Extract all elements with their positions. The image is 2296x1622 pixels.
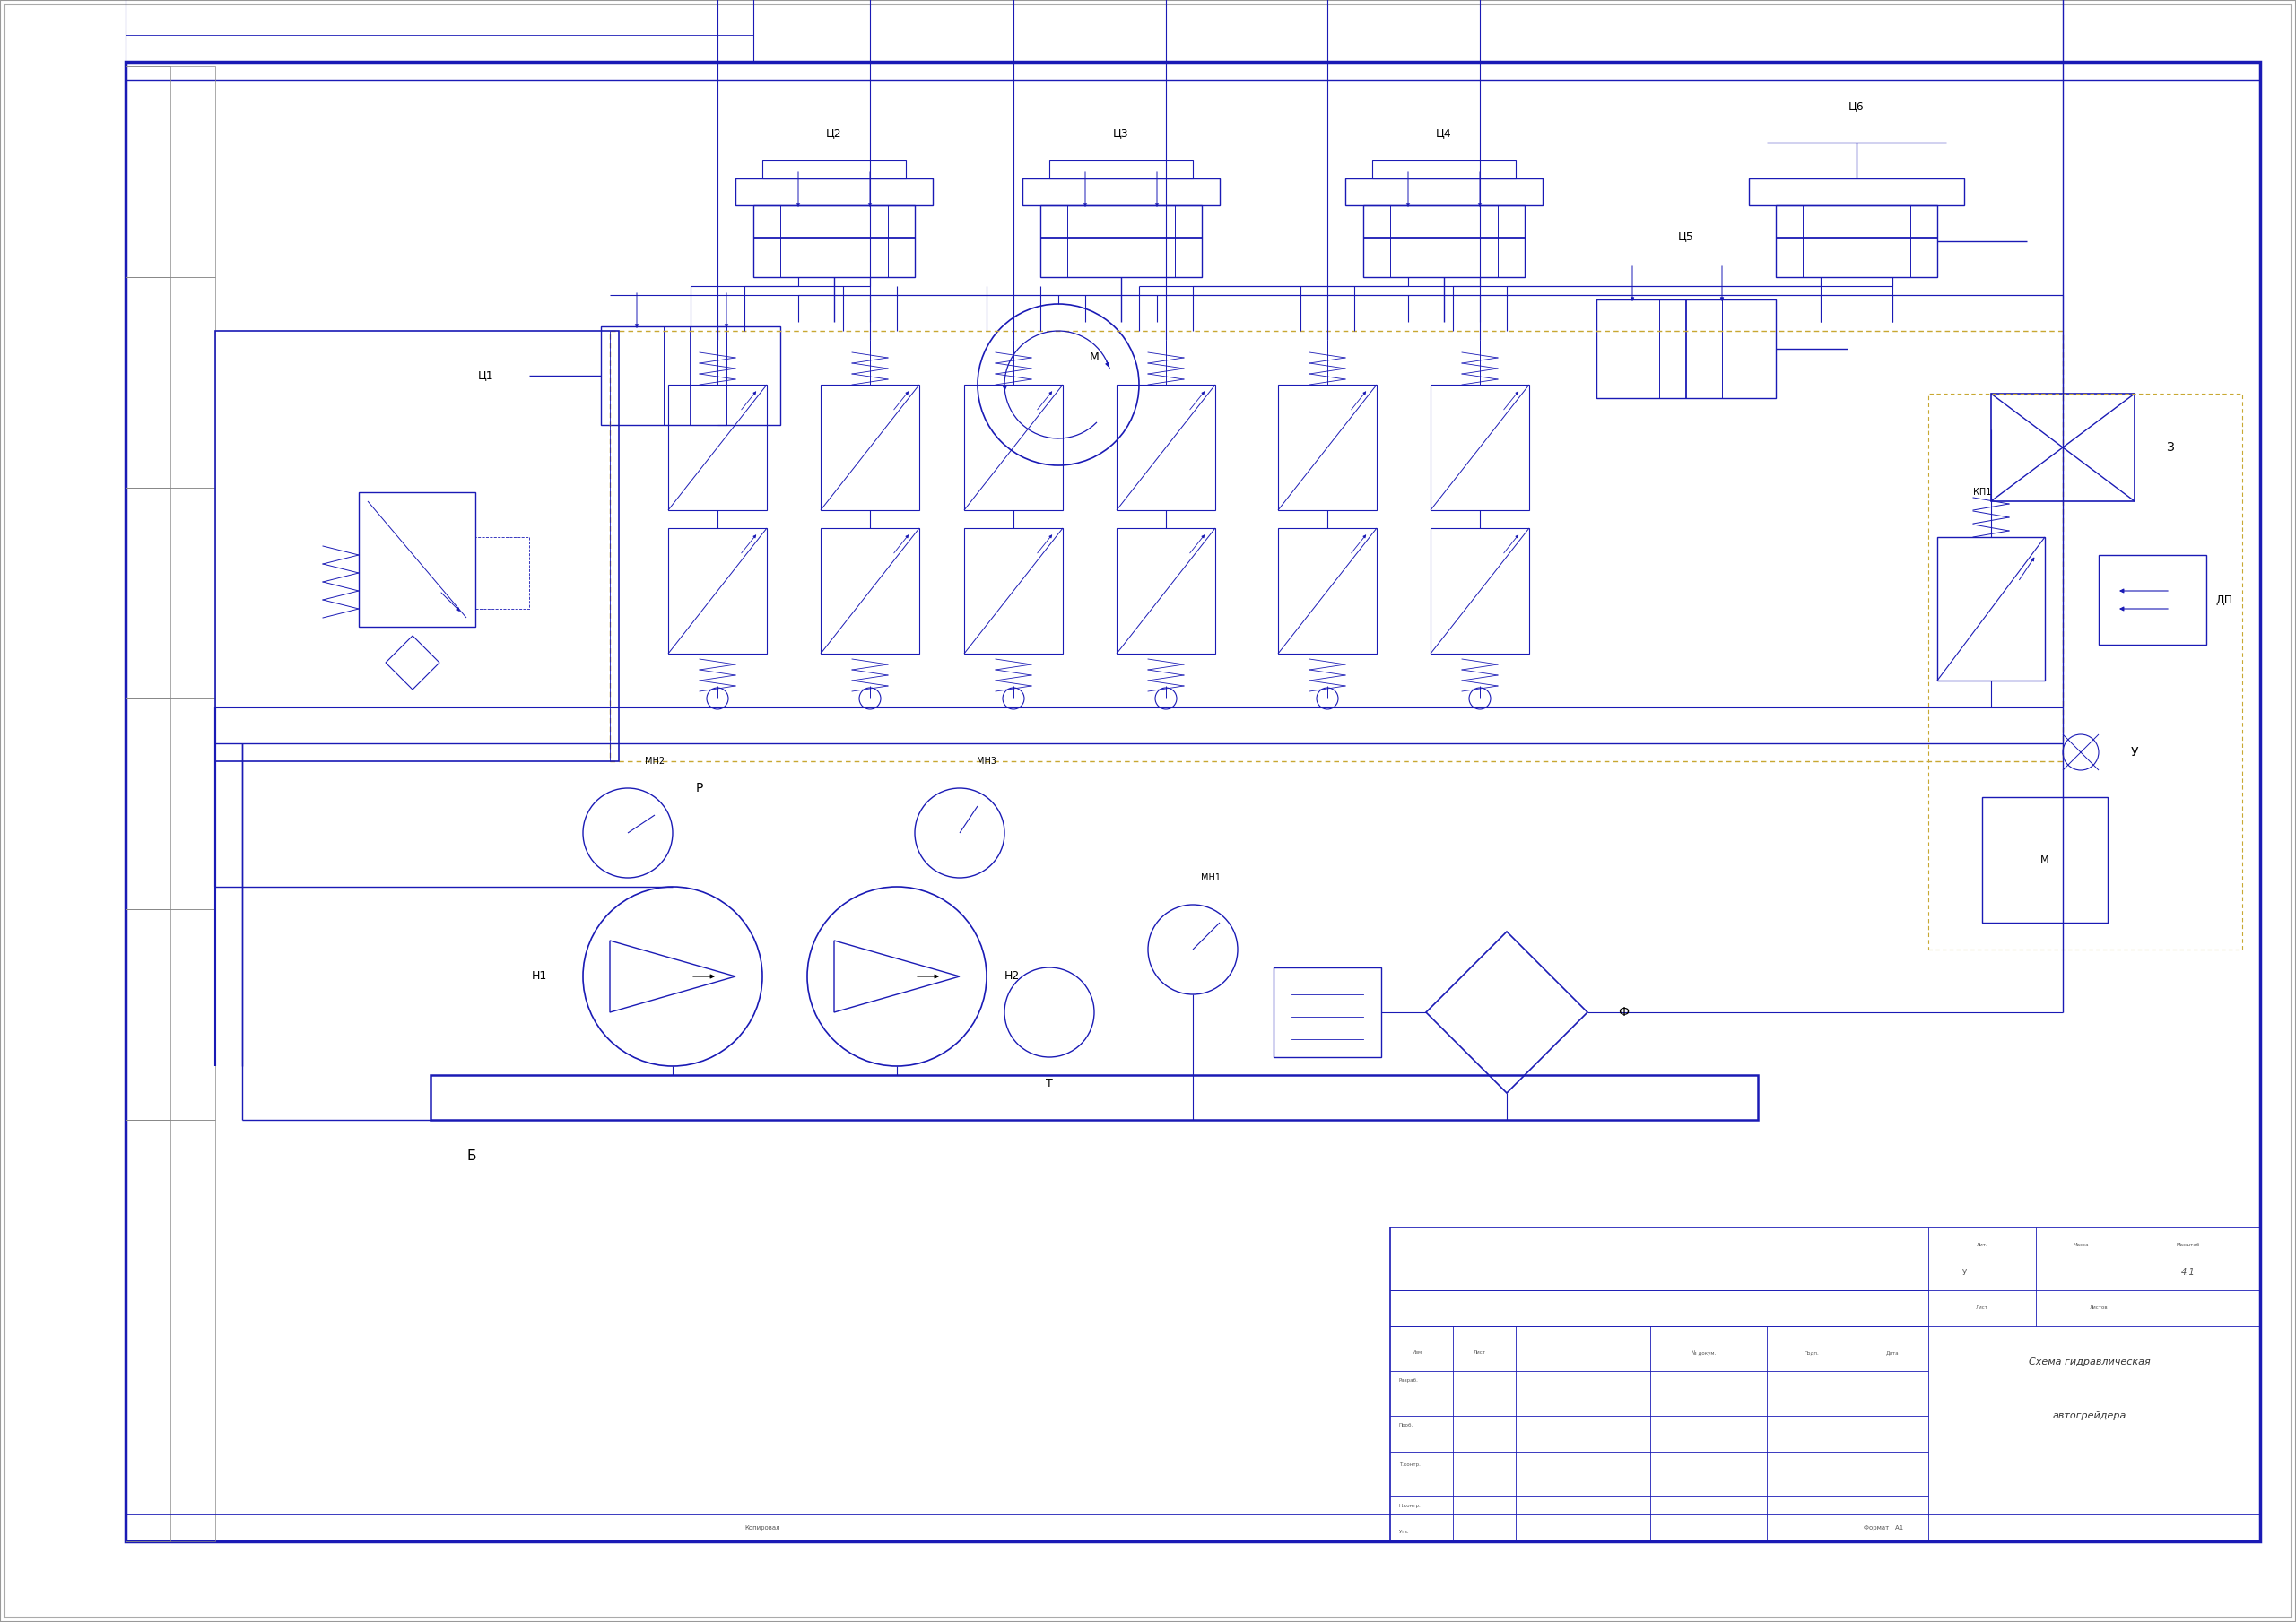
Bar [820,529,918,654]
Bar [1116,384,1215,511]
Text: М: М [1088,352,1100,363]
Text: Н1: Н1 [533,970,546,983]
Bar [126,488,216,699]
Text: Утв.: Утв. [1398,1530,1410,1534]
Bar [1430,384,1529,511]
Bar [1938,537,2046,681]
Text: Т: Т [1047,1079,1054,1090]
Bar [668,384,767,511]
Bar [2099,555,2206,644]
Bar [1929,394,2243,949]
Bar [126,277,170,488]
Bar [126,1330,170,1541]
Bar [668,529,767,654]
Bar [126,0,753,62]
Bar [358,491,475,626]
Bar [1279,384,1378,511]
Text: Ц1: Ц1 [478,370,494,381]
Bar [475,537,528,608]
Text: Копировал: Копировал [744,1525,781,1531]
Bar [1364,206,1525,277]
Bar [1430,529,1529,654]
Bar [126,910,170,1119]
Bar [964,529,1063,654]
Text: Масса: Масса [2073,1242,2089,1247]
Text: Изм: Изм [1412,1351,1421,1356]
Bar [735,178,932,206]
Bar [1116,529,1215,654]
Bar [126,67,216,277]
Bar [1345,178,1543,206]
Bar [753,206,914,277]
Bar [216,331,620,761]
Bar [126,699,170,910]
Bar [1373,161,1515,178]
Text: Б: Б [466,1148,475,1163]
Text: МН2: МН2 [645,757,664,766]
Bar [820,384,918,511]
Bar [126,488,170,699]
Bar [1279,529,1378,654]
Text: 4:1: 4:1 [2181,1268,2195,1277]
Text: Р: Р [696,782,703,795]
Bar [126,1330,216,1541]
Bar [1991,394,2135,501]
Bar [126,1119,216,1330]
Bar [1049,161,1194,178]
Text: Дата: Дата [1885,1351,1899,1356]
Text: Листов: Листов [2089,1306,2108,1311]
Bar [1022,178,1219,206]
Bar [1775,206,1938,277]
Text: Подп.: Подп. [1805,1351,1818,1356]
Text: автогрейдера: автогрейдера [2053,1411,2126,1421]
Text: Лист: Лист [1977,1306,1988,1311]
Bar [1274,967,1382,1058]
Text: Ц5: Ц5 [1678,230,1694,243]
Text: У: У [2131,746,2138,759]
Text: Ц3: Ц3 [1114,128,1130,139]
Bar [1389,1228,2259,1541]
Text: МН1: МН1 [1201,873,1221,882]
Bar [611,331,2062,761]
Bar [126,699,216,910]
Bar [126,910,216,1119]
Text: Проб.: Проб. [1398,1422,1414,1427]
Text: Н.контр.: Н.контр. [1398,1504,1421,1508]
Text: Масштаб: Масштаб [2177,1242,2200,1247]
Bar [964,384,1063,511]
Text: Формат   А1: Формат А1 [1864,1525,1903,1531]
Bar [432,1075,1759,1119]
Bar [126,62,2259,79]
Text: № докум.: № докум. [1692,1351,1717,1356]
Text: МН3: МН3 [976,757,996,766]
Text: Ц4: Ц4 [1435,128,1451,139]
Bar [1040,206,1201,277]
Bar [126,1119,170,1330]
Bar [602,326,781,425]
Text: У: У [1961,1268,1965,1277]
Text: Ф: Ф [1619,1006,1628,1019]
Text: Разраб.: Разраб. [1398,1377,1419,1382]
Bar [126,67,170,277]
Text: Лист: Лист [1474,1351,1486,1356]
Text: М: М [2041,855,2050,865]
Text: ДП: ДП [2216,594,2232,605]
Text: КП1: КП1 [1972,488,1991,496]
Text: З: З [2167,441,2174,454]
Text: Н2: Н2 [1006,970,1019,983]
Bar [762,161,907,178]
Bar [126,277,216,488]
Bar [1596,300,1775,397]
Text: Схема гидравлическая: Схема гидравлическая [2030,1358,2151,1366]
Bar [1750,178,1963,206]
Text: Лит.: Лит. [1977,1242,1988,1247]
Text: Т.контр.: Т.контр. [1398,1463,1421,1468]
Text: Ц6: Ц6 [1848,101,1864,112]
Bar [1981,796,2108,923]
Text: Ц2: Ц2 [827,128,843,139]
